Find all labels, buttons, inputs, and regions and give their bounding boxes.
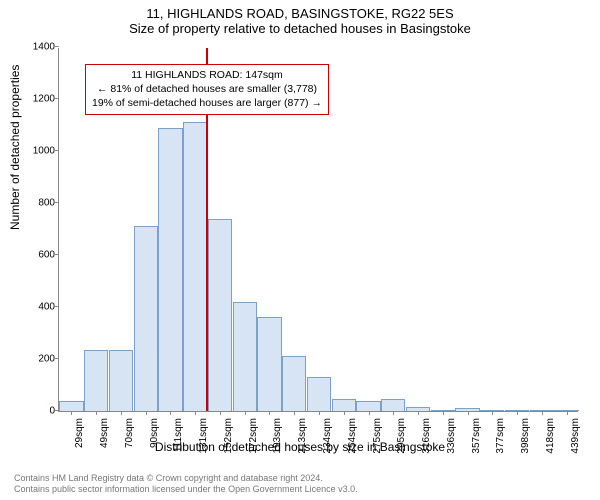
x-tick-mark	[294, 411, 295, 415]
x-tick-mark	[517, 411, 518, 415]
x-tick-mark	[96, 411, 97, 415]
y-tick-label: 400	[21, 302, 55, 313]
x-axis-label: Distribution of detached houses by size …	[0, 440, 600, 454]
histogram-bar	[208, 219, 232, 411]
attribution-line-1: Contains HM Land Registry data © Crown c…	[14, 473, 358, 485]
histogram-bar	[332, 399, 356, 411]
y-tick-mark	[55, 150, 59, 151]
x-tick-mark	[71, 411, 72, 415]
chart-plot-area: 11 HIGHLANDS ROAD: 147sqm ← 81% of detac…	[58, 48, 578, 412]
y-tick-mark	[55, 358, 59, 359]
x-tick-mark	[269, 411, 270, 415]
y-tick-label: 1200	[21, 94, 55, 105]
histogram-bar	[59, 401, 83, 411]
histogram-bar	[134, 226, 158, 411]
y-axis-label: Number of detached properties	[8, 65, 22, 230]
attribution-line-2: Contains public sector information licen…	[14, 484, 358, 496]
histogram-bar	[233, 302, 257, 411]
histogram-bar	[257, 317, 281, 411]
page-super-title: 11, HIGHLANDS ROAD, BASINGSTOKE, RG22 5E…	[0, 6, 600, 21]
x-tick-mark	[443, 411, 444, 415]
y-tick-mark	[55, 410, 59, 411]
x-tick-mark	[418, 411, 419, 415]
histogram-bar	[307, 377, 331, 411]
x-tick-mark	[319, 411, 320, 415]
y-tick-mark	[55, 202, 59, 203]
histogram-bar	[158, 128, 182, 411]
x-tick-mark	[567, 411, 568, 415]
y-tick-label: 1400	[21, 42, 55, 53]
histogram-bar	[282, 356, 306, 411]
y-tick-label: 600	[21, 250, 55, 261]
y-tick-label: 1000	[21, 146, 55, 157]
x-tick-mark	[393, 411, 394, 415]
x-tick-mark	[542, 411, 543, 415]
histogram-bar	[183, 122, 207, 411]
histogram-bar	[381, 399, 405, 411]
info-line-3: 19% of semi-detached houses are larger (…	[92, 96, 322, 110]
x-tick-mark	[369, 411, 370, 415]
x-tick-mark	[195, 411, 196, 415]
x-tick-mark	[170, 411, 171, 415]
x-tick-mark	[146, 411, 147, 415]
histogram-bar	[109, 350, 133, 411]
y-tick-mark	[55, 306, 59, 307]
y-tick-label: 800	[21, 198, 55, 209]
x-tick-mark	[121, 411, 122, 415]
x-tick-mark	[245, 411, 246, 415]
page-sub-title: Size of property relative to detached ho…	[0, 21, 600, 36]
x-tick-mark	[344, 411, 345, 415]
y-tick-label: 0	[21, 406, 55, 417]
x-tick-mark	[468, 411, 469, 415]
histogram-bar	[84, 350, 108, 411]
attribution-text: Contains HM Land Registry data © Crown c…	[14, 473, 358, 496]
histogram-bar	[356, 401, 380, 411]
x-tick-mark	[220, 411, 221, 415]
info-line-2: ← 81% of detached houses are smaller (3,…	[92, 82, 322, 96]
y-tick-mark	[55, 46, 59, 47]
y-tick-label: 200	[21, 354, 55, 365]
y-tick-mark	[55, 254, 59, 255]
info-line-1: 11 HIGHLANDS ROAD: 147sqm	[92, 68, 322, 82]
x-tick-mark	[492, 411, 493, 415]
info-callout-box: 11 HIGHLANDS ROAD: 147sqm ← 81% of detac…	[85, 64, 329, 115]
y-tick-mark	[55, 98, 59, 99]
